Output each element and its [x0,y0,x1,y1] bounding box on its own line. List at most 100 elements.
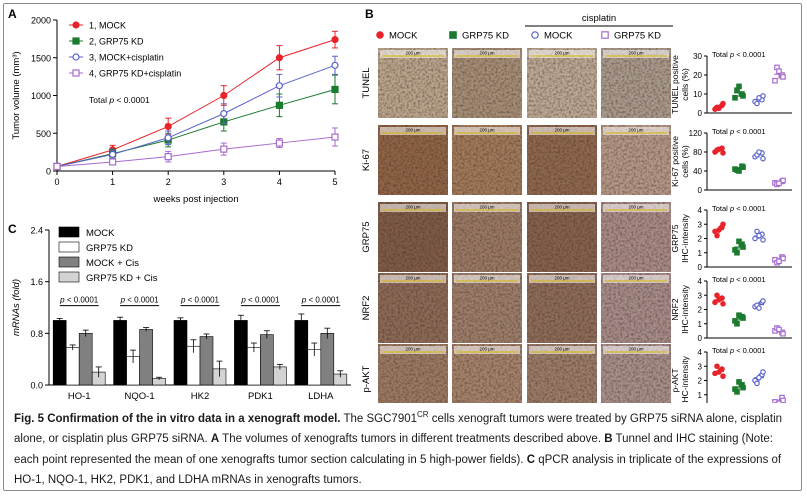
scatter-point [736,168,742,174]
scale-bar-backdrop [380,204,446,212]
plot-annotation-p: p [729,50,734,59]
cisplatin-label: cisplatin [582,13,616,24]
panel-c-ytick-label: 1.6 [30,277,43,287]
data-point [275,54,283,62]
scatter-point [776,180,782,187]
scale-bar-backdrop [529,50,595,58]
panel-b-legend-label: MOCK [389,31,418,42]
plot-ylabel-line-2: IHC-intensity [680,213,690,262]
significance-label-post: < 0.0001 [246,295,280,304]
legend-marker [72,37,80,45]
panel-a-series-4: 4, GRP75 KD+cisplatin [53,69,339,171]
scale-bar-label: 200 µm [479,205,494,210]
scatter-point [740,244,746,250]
scatter-point [756,374,762,381]
panel-a: A 0 500 1000 1500 2000 0 1 2 3 4 5 weeks post inject… [8,7,339,205]
plot-ylabel-line-2: cells (%) [680,68,690,101]
scale-bar-label: 200 µm [554,128,569,133]
scatter-point [736,83,742,90]
plot-annotation-pre: Total [712,346,730,355]
series-line [56,64,336,167]
scatter-point [736,238,742,245]
plot-ytick-label: 2 [698,306,703,315]
stain-label: NRF2 [361,296,372,321]
scatter-plot-nrf2: 0 1 2 3 4 NRF2 IHC-intensity Total p < 0.0001 [670,275,792,343]
panel-a-xtick-label: 5 [332,177,337,187]
data-point [331,85,339,94]
scale-bar-label: 200 µm [479,276,494,281]
panel-c-ytick-label: 2.4 [30,226,43,236]
caption-letter-b: B [604,433,613,446]
significance-label: p < 0.0001 [301,295,341,304]
scatter-point [756,232,762,239]
stain-label: GRP75 [361,221,372,252]
micrograph-tile: 200 µm [601,125,671,195]
scale-bar-backdrop [603,275,669,283]
plot-annotation: Total p < 0.0001 [712,50,766,59]
micrograph-tile: 200 µm [452,202,522,272]
bar-group-nqo-1: p < 0.0001 NQO-1 [113,295,166,402]
scale-bar-backdrop [529,127,595,135]
plot-annotation: Total p < 0.0001 [712,204,766,213]
scatter-point [776,400,782,403]
panel-a-ytick-label: 0 [46,167,51,177]
micrograph-tile: 200 µm [527,202,597,272]
scale-bar-label: 200 µm [628,205,643,210]
scatter-point [736,312,742,319]
scale-bar-label: 200 µm [628,347,643,352]
scale-bar-label: 200 µm [628,128,643,133]
panel-a-annotation-pre: Total [89,95,109,105]
plot-ylabel-line-1: Ki-67 positive [670,136,680,187]
tile-texture [452,273,522,343]
scale-bar-backdrop [529,204,595,212]
plot-ytick-label: 1 [698,391,703,400]
scale-bar-backdrop [529,346,595,354]
scatter-point [716,296,722,303]
scale-bar-backdrop [603,204,669,212]
caption-letter-a: A [210,433,220,446]
panel-a-annotation: Total p < 0.0001 [89,95,150,105]
legend-swatch [58,226,80,238]
scale-bar-label: 200 µm [628,276,643,281]
scatter-point [780,74,786,80]
panel-a-annotation-p: p [108,95,114,105]
plot-annotation-post: < 0.0001 [734,346,766,355]
plot-annotation-post: < 0.0001 [734,275,766,284]
plot-ytick-label: 0 [698,109,703,118]
scatter-point [714,363,720,370]
plot-ytick-label: 4 [698,348,703,357]
bar-group-hk2: p < 0.0001 HK2 [173,295,227,402]
scale-bar-backdrop [380,50,446,58]
scatter-point [756,149,762,155]
tile-texture [452,48,522,118]
scatter-point [776,326,782,333]
stain-label: TUNEL [361,67,372,98]
tile-texture [378,273,448,343]
caption-part-4: Tunnel and IHC staining (Note: each poin… [14,433,773,466]
scale-bar-backdrop [454,346,520,354]
tile-texture [527,125,597,195]
panel-a-annotation-post: < 0.0001 [114,95,150,105]
data-point [275,101,283,109]
plot-ylabel-line-1: NRF2 [670,298,680,320]
scatter-point [720,373,726,380]
scale-bar-label: 200 µm [405,347,420,352]
significance-label: p < 0.0001 [59,295,99,304]
significance-label: p < 0.0001 [180,295,220,304]
bar [113,320,127,386]
scatter-point [740,384,746,391]
plot-annotation-pre: Total [712,50,730,59]
scale-bar-backdrop [454,127,520,135]
legend-marker [72,21,80,29]
scatter-point [776,68,782,75]
caption-part-1: The SGC7901 [340,412,418,425]
scale-bar-backdrop [603,127,669,135]
significance-label-p: p [120,295,126,304]
significance-label-p: p [301,295,307,304]
data-point [331,61,339,69]
scale-bar-label: 200 µm [554,51,569,56]
micrograph-tile: 200 µm [378,202,448,272]
plot-annotation: Total p < 0.0001 [712,275,766,284]
bar [78,333,93,386]
